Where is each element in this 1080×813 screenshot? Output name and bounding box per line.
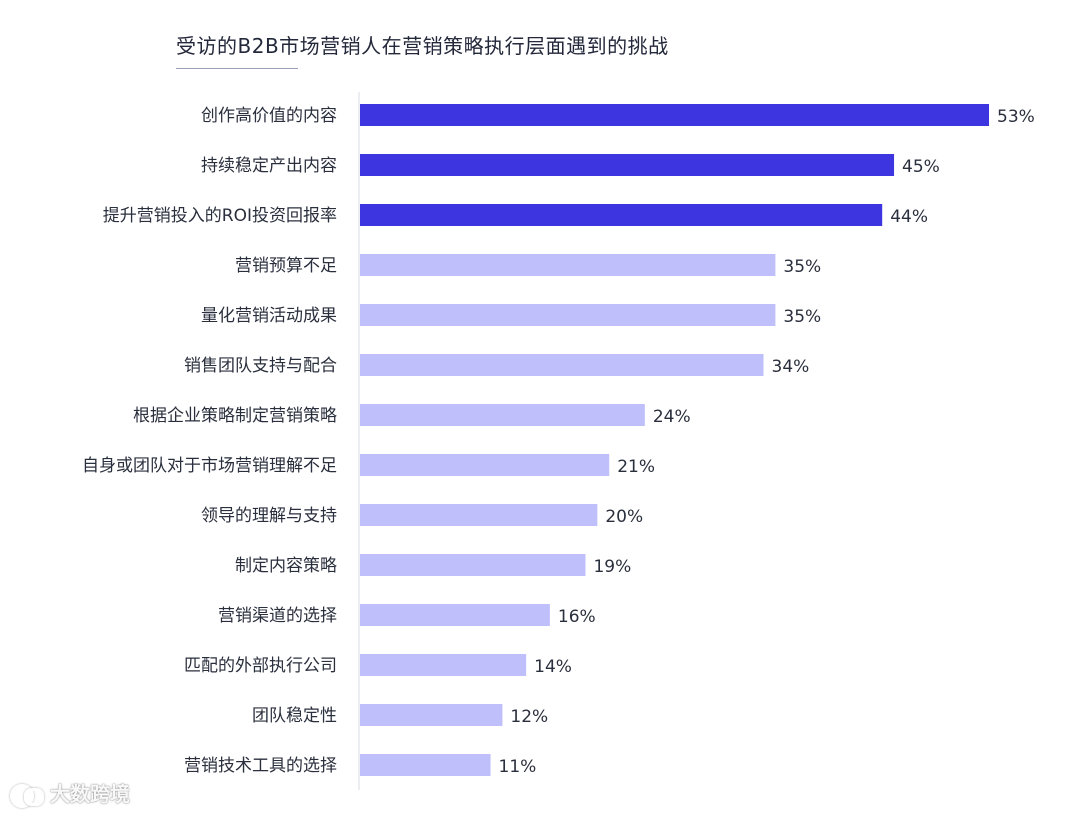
category-label: 创作高价值的内容	[201, 106, 337, 126]
category-label: 自身或团队对于市场营销理解不足	[82, 456, 337, 476]
category-label: 量化营销活动成果	[201, 306, 337, 326]
value-label: 24%	[653, 407, 691, 427]
watermark-text: 大数跨境	[50, 782, 130, 806]
category-label: 销售团队支持与配合	[184, 356, 337, 376]
category-label: 领导的理解与支持	[201, 506, 337, 526]
value-label: 45%	[902, 157, 940, 177]
bar	[360, 204, 883, 226]
bar	[360, 604, 550, 626]
category-label: 制定内容策略	[235, 556, 337, 576]
bar	[360, 654, 527, 676]
category-label: 营销预算不足	[235, 256, 337, 276]
bar	[360, 154, 895, 176]
title-underline	[176, 68, 298, 69]
value-label: 21%	[617, 457, 655, 477]
watermark-logo-icon	[10, 782, 44, 808]
category-label: 匹配的外部执行公司	[184, 656, 337, 676]
category-label: 营销渠道的选择	[218, 606, 337, 626]
value-label: 14%	[534, 657, 572, 677]
category-label: 根据企业策略制定营销策略	[133, 406, 337, 426]
value-label: 35%	[783, 307, 821, 327]
value-label: 16%	[558, 607, 596, 627]
category-label: 提升营销投入的ROI投资回报率	[103, 206, 337, 226]
category-label: 持续稳定产出内容	[201, 156, 337, 176]
value-label: 44%	[890, 207, 928, 227]
category-label: 营销技术工具的选择	[184, 756, 337, 776]
value-label: 11%	[499, 757, 537, 777]
value-label: 12%	[510, 707, 548, 727]
value-label: 19%	[593, 557, 631, 577]
bar	[360, 554, 586, 576]
chart-title: 受访的B2B市场营销人在营销策略执行层面遇到的挑战	[176, 34, 669, 58]
bar	[360, 504, 598, 526]
bar	[360, 104, 989, 126]
value-label: 53%	[997, 107, 1035, 127]
bar	[360, 354, 764, 376]
bar	[360, 704, 503, 726]
bar	[360, 754, 491, 776]
bar	[360, 254, 776, 276]
value-label: 34%	[772, 357, 810, 377]
bar	[360, 304, 776, 326]
category-label: 团队稳定性	[252, 706, 337, 726]
value-label: 35%	[783, 257, 821, 277]
bar	[360, 454, 610, 476]
bar	[360, 404, 645, 426]
value-label: 20%	[605, 507, 643, 527]
watermark: 大数跨境	[10, 778, 130, 808]
